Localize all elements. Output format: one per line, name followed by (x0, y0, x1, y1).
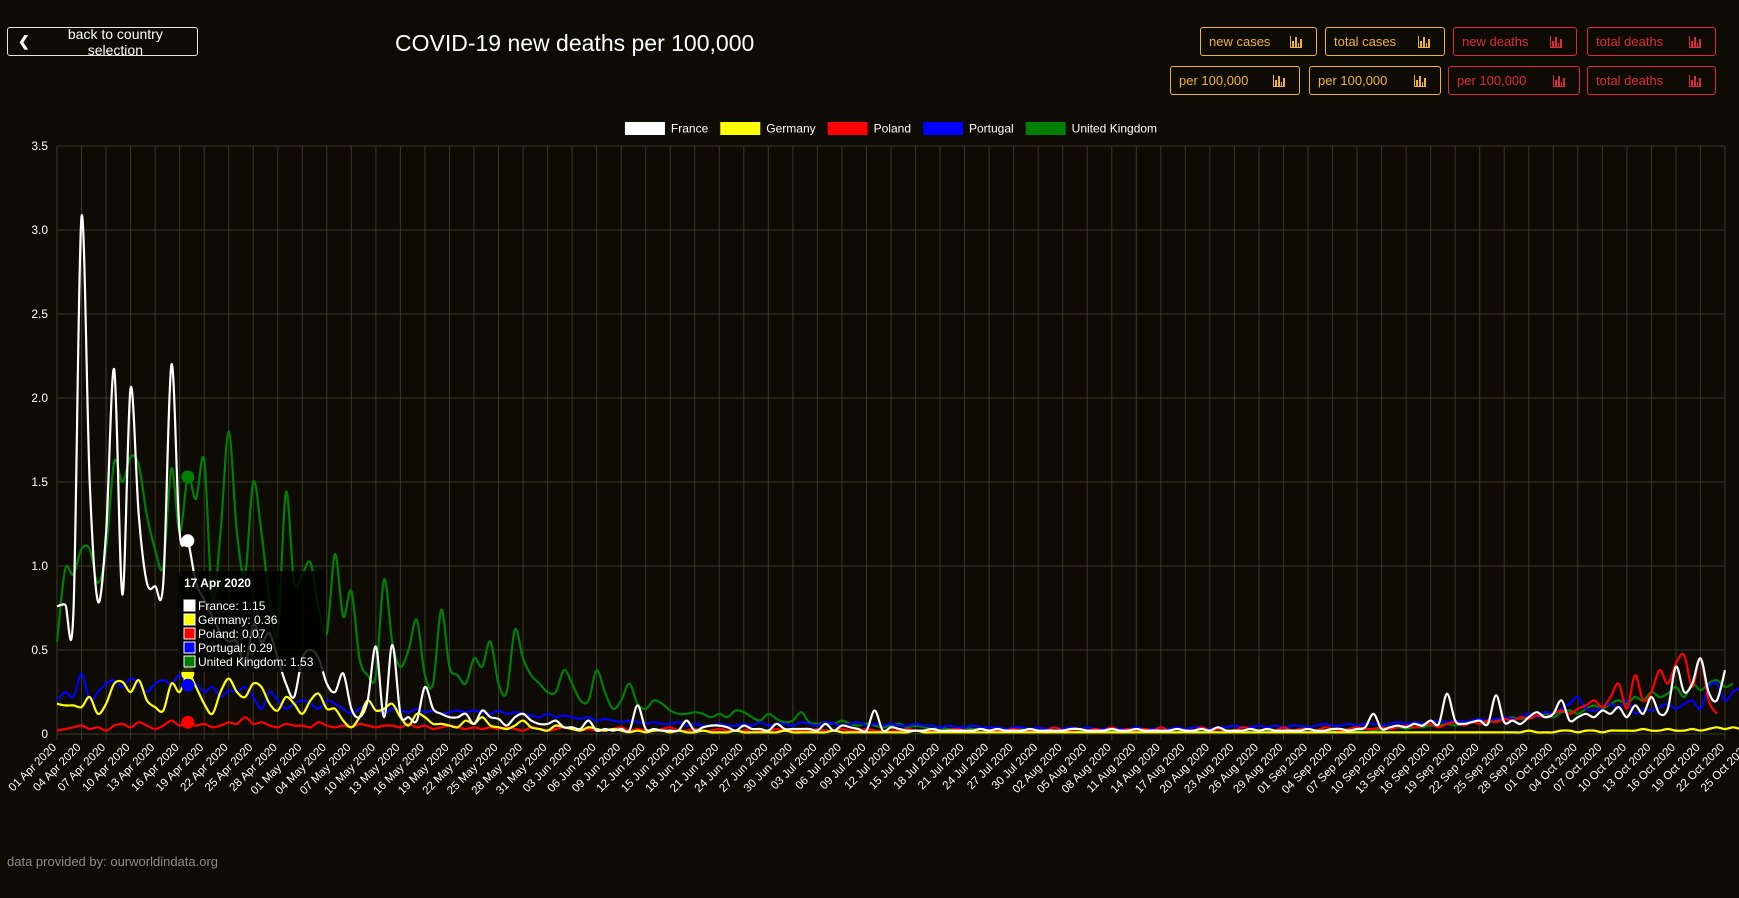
back-button-label: back to country selection (67, 25, 163, 58)
tooltip-entry: Germany: 0.36 (198, 613, 278, 627)
tooltip-box (178, 571, 326, 672)
metric-button-total-deaths-3[interactable]: total deaths (1587, 27, 1716, 56)
tooltip-title: 17 Apr 2020 (184, 576, 251, 590)
bar-chart-icon (1273, 74, 1285, 87)
bar-chart-icon (1418, 35, 1430, 48)
bar-chart-icon (1553, 74, 1565, 87)
back-to-country-selection-button[interactable]: ❮ back to country selection (7, 25, 198, 58)
tooltip-entry: United Kingdom: 1.53 (198, 655, 314, 669)
tooltip-entry: France: 1.15 (198, 599, 266, 613)
legend-swatch-united-kingdom (1025, 122, 1066, 135)
legend-swatch-portugal (922, 122, 963, 135)
chevron-left-icon: ❮ (18, 33, 30, 49)
legend-label-portugal: Portugal (969, 122, 1014, 136)
legend-swatch-germany (720, 122, 761, 135)
y-tick-label: 0.5 (31, 643, 48, 657)
bar-chart-icon (1290, 35, 1302, 48)
y-tick-label: 0 (41, 727, 48, 741)
tooltip-swatch (183, 627, 196, 640)
metric-button-total-cases-1[interactable]: total cases (1325, 27, 1445, 56)
hover-point-poland (181, 715, 195, 729)
metric-button-label: new cases (1209, 34, 1271, 49)
series-line-portugal (56, 672, 1739, 731)
metric-button-label: total deaths (1596, 34, 1664, 49)
metric-button-per-100-000-4[interactable]: per 100,000 (1170, 66, 1300, 95)
hover-point-united-kingdom (181, 470, 195, 484)
hover-point-portugal (181, 678, 195, 692)
metric-button-new-deaths-2[interactable]: new deaths (1453, 27, 1577, 56)
bar-chart-icon (1550, 35, 1562, 48)
legend-label-germany: Germany (766, 122, 815, 136)
legend-label-poland: Poland (874, 122, 911, 136)
metric-button-per-100-000-5[interactable]: per 100,000 (1309, 66, 1441, 95)
y-tick-label: 1.0 (31, 559, 48, 573)
tooltip-entry: Poland: 0.07 (198, 627, 266, 641)
legend-label-france: France (671, 122, 709, 136)
tooltip-entry: Portugal: 0.29 (198, 641, 273, 655)
y-tick-label: 2.0 (31, 391, 48, 405)
y-tick-label: 1.5 (31, 475, 48, 489)
tooltip-swatch (183, 641, 196, 654)
metric-button-label: new deaths (1462, 34, 1529, 49)
tooltip-swatch (183, 599, 196, 612)
y-tick-label: 3.5 (31, 139, 48, 153)
legend-swatch-france (624, 122, 665, 135)
legend-label-united-kingdom: United Kingdom (1072, 122, 1157, 136)
metric-button-label: per 100,000 (1179, 73, 1249, 88)
metric-button-per-100-000-6[interactable]: per 100,000 (1448, 66, 1580, 95)
metric-button-total-deaths-7[interactable]: total deaths (1587, 66, 1716, 95)
metric-button-label: per 100,000 (1318, 73, 1388, 88)
metric-button-new-cases-0[interactable]: new cases (1200, 27, 1317, 56)
tooltip-swatch (183, 613, 196, 626)
y-tick-label: 3.0 (31, 223, 48, 237)
data-source-footer: data provided by: ourworldindata.org (7, 854, 219, 869)
bar-chart-icon (1689, 74, 1701, 87)
hover-point-france (181, 534, 195, 548)
bar-chart-icon (1689, 35, 1701, 48)
metric-button-label: total deaths (1596, 73, 1664, 88)
tooltip-swatch (183, 655, 196, 668)
metric-button-label: total cases (1334, 34, 1397, 49)
bar-chart-icon (1414, 74, 1426, 87)
series-line-france (56, 214, 1727, 733)
legend-swatch-poland (827, 122, 868, 135)
y-tick-label: 2.5 (31, 307, 48, 321)
page-title: COVID-19 new deaths per 100,000 (395, 30, 755, 56)
metric-button-label: per 100,000 (1457, 73, 1527, 88)
